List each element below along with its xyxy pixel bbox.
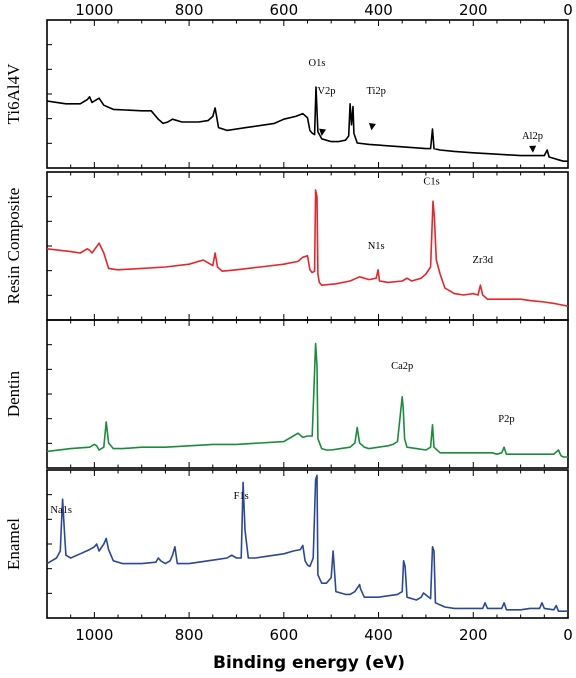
x-tick-label: 200	[459, 1, 488, 19]
peak-annotation: Na1s	[50, 505, 72, 516]
series-line-0	[46, 86, 568, 162]
panel-frame	[46, 19, 569, 169]
panel-1: Resin Composite C1s N1s Zr3d	[4, 171, 569, 321]
peak-annotation: Al2p	[522, 131, 543, 142]
panel-frame	[46, 319, 569, 469]
x-tick-label: 600	[269, 1, 298, 19]
x-axis-title: Binding energy (eV)	[213, 653, 405, 673]
peak-annotation: P2p	[498, 414, 514, 425]
x-tick-label: 0	[563, 626, 573, 644]
x-tick-label: 400	[364, 1, 393, 19]
x-tick-label: 0	[563, 1, 573, 19]
x-tick-label: 400	[364, 626, 393, 644]
top-tick-labels: 1000 800 600 400 200 0	[75, 1, 573, 19]
peak-annotation: C1s	[423, 176, 439, 187]
peak-annotation: O1s	[309, 58, 326, 69]
annotation-arrow	[529, 145, 537, 153]
annotation-arrow	[319, 128, 327, 136]
x-tick-label: 1000	[75, 626, 113, 644]
series-line-2	[46, 342, 568, 458]
panel-frame	[46, 469, 569, 619]
peak-annotation: V2p	[317, 86, 335, 97]
x-tick-label: 800	[175, 626, 204, 644]
panel-2: Dentin Ca2p P2p	[4, 319, 569, 469]
panel-0: Ti6Al4V O1s V2p Ti2p Al2p	[4, 19, 569, 169]
panels: Ti6Al4V O1s V2p Ti2p Al2p Resin Composite C1s N…	[4, 19, 569, 619]
x-tick-label: 600	[269, 626, 298, 644]
bottom-tick-labels: 1000 800 600 400 200 0	[75, 626, 573, 644]
peak-annotation: Ti2p	[366, 86, 385, 97]
panel-label: Ti6Al4V	[4, 63, 23, 125]
x-tick-label: 1000	[75, 1, 113, 19]
series-line-3	[46, 474, 568, 612]
x-tick-label: 200	[459, 626, 488, 644]
peak-annotation: Zr3d	[473, 255, 494, 266]
peak-annotation: N1s	[368, 241, 385, 252]
panel-label: Enamel	[4, 518, 23, 570]
panel-frame	[46, 171, 569, 321]
panel-label: Dentin	[4, 370, 23, 417]
panel-label: Resin Composite	[4, 188, 23, 305]
annotation-arrow	[368, 122, 376, 131]
series-line-1	[46, 189, 569, 307]
x-tick-label: 800	[175, 1, 204, 19]
panel-3: Enamel Na1s F1s	[4, 469, 569, 619]
peak-annotation: Ca2p	[391, 361, 413, 372]
peak-annotation: F1s	[234, 491, 249, 502]
